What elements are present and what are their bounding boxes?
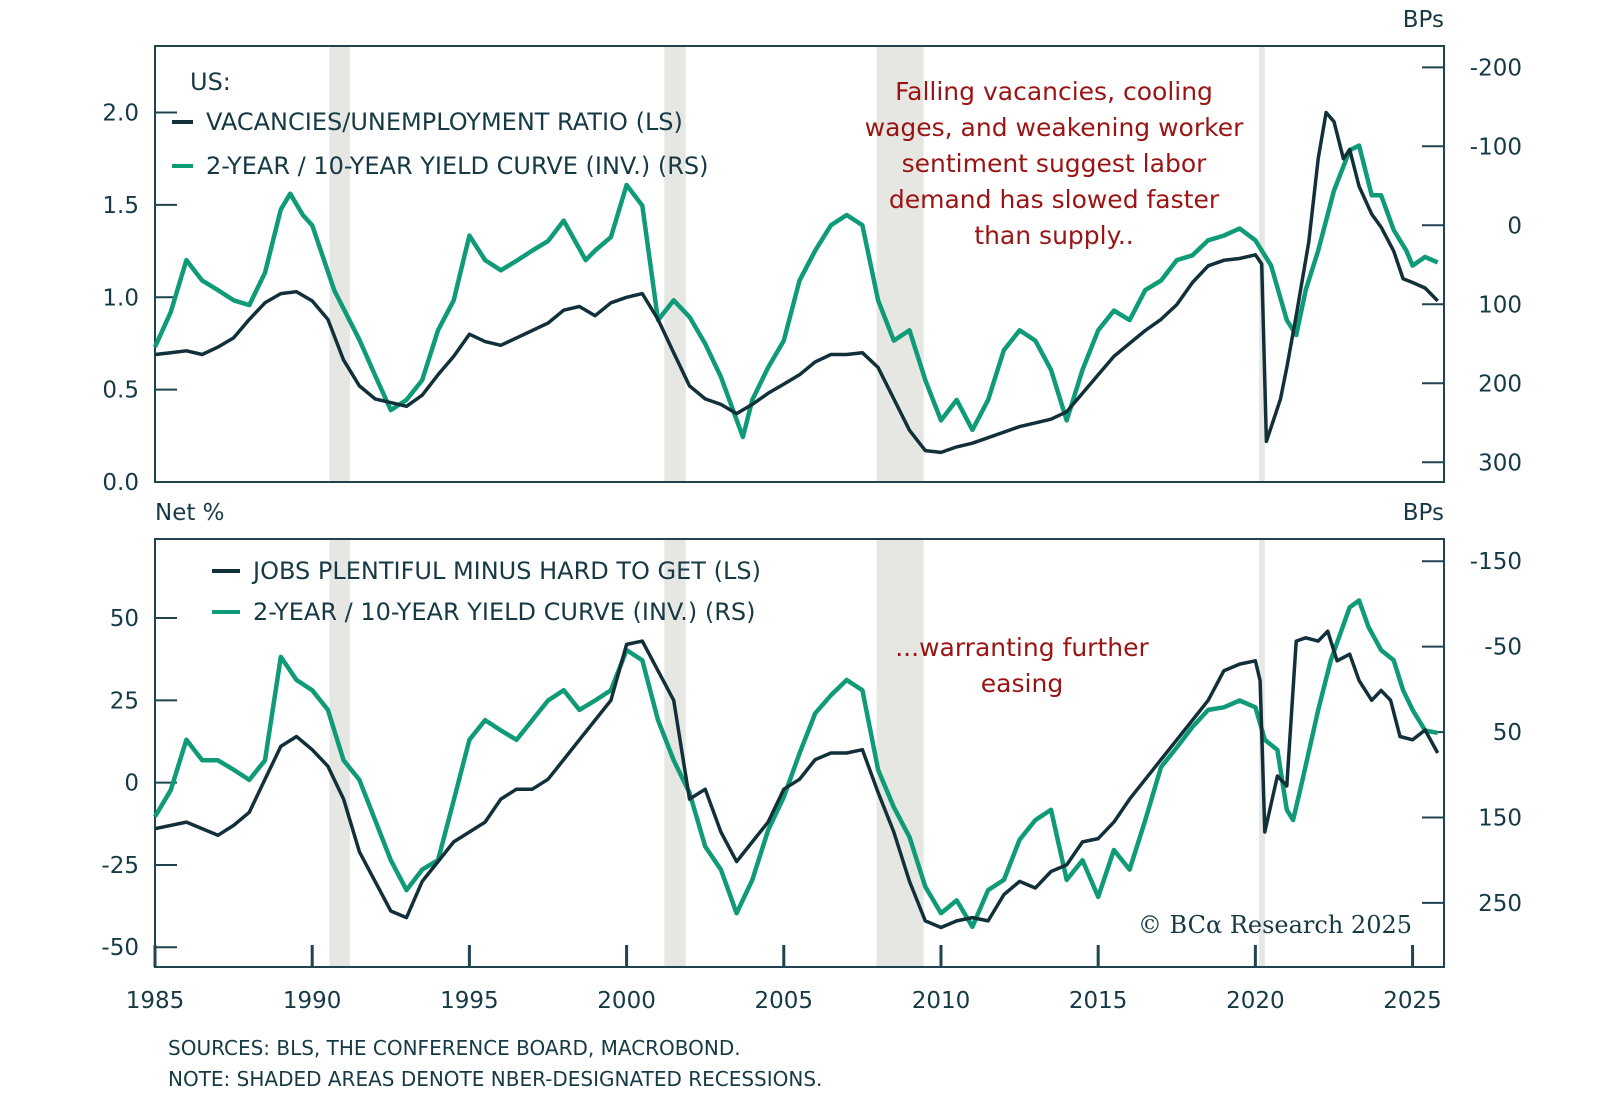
left-tick-label: 25 xyxy=(110,688,139,714)
left-tick-label: 50 xyxy=(110,606,139,632)
x-tick-label: 2025 xyxy=(1383,988,1442,1014)
bottom-panel-frame xyxy=(154,538,1445,968)
x-tick-label: 1985 xyxy=(126,988,185,1014)
right-tick-label: 200 xyxy=(1478,371,1522,397)
series-line-left xyxy=(154,629,1440,930)
top-panel-frame xyxy=(154,45,1445,483)
bottom-series xyxy=(153,598,1440,930)
left-tick-label: 1.0 xyxy=(102,285,139,311)
annotation-line: than supply.. xyxy=(974,221,1133,250)
left-tick-label: 0.5 xyxy=(102,378,139,404)
annotation-line: ...warranting further xyxy=(895,633,1149,662)
left-tick-label: -25 xyxy=(101,853,139,879)
top-panel: BPs 0.0 0.5 1.0 1.5 2.0 -200 -100 0 100 200 300 U… xyxy=(102,7,1522,496)
top-annotation: Falling vacancies, cooling wages, and we… xyxy=(865,77,1244,250)
legend-label-vu-ratio: VACANCIES/UNEMPLOYMENT RATIO (LS) xyxy=(206,108,683,136)
right-tick-label: 150 xyxy=(1478,805,1522,831)
x-tick-label: 2000 xyxy=(597,988,656,1014)
bottom-right-unit-label: BPs xyxy=(1403,500,1444,526)
right-tick-label: 250 xyxy=(1478,891,1522,917)
annotation-line: wages, and weakening worker xyxy=(865,113,1244,142)
right-tick-label: 300 xyxy=(1478,450,1522,476)
right-tick-label: -50 xyxy=(1484,635,1522,661)
right-tick-label: 0 xyxy=(1507,213,1522,239)
legend-label-jobs-plentiful: JOBS PLENTIFUL MINUS HARD TO GET (LS) xyxy=(251,557,761,585)
right-tick-label: 50 xyxy=(1493,720,1522,746)
right-tick-label: -150 xyxy=(1470,549,1522,575)
right-tick-label: -100 xyxy=(1470,134,1522,160)
annotation-line: easing xyxy=(981,669,1063,698)
x-tick-label: 1990 xyxy=(283,988,342,1014)
footer-note: NOTE: SHADED AREAS DENOTE NBER-DESIGNATE… xyxy=(168,1067,822,1091)
top-left-axis: 0.0 0.5 1.0 1.5 2.0 xyxy=(102,101,177,496)
bottom-annotation: ...warranting further easing xyxy=(895,633,1149,698)
bottom-left-unit-label: Net % xyxy=(155,500,225,526)
top-series xyxy=(152,110,1439,455)
bottom-panel: Net % BPs -50 -25 0 25 50 -150 -50 50 150 250 19… xyxy=(101,500,1522,1014)
x-tick-label: 2020 xyxy=(1226,988,1285,1014)
left-tick-label: 0.0 xyxy=(102,470,139,496)
bottom-left-axis: -50 -25 0 25 50 xyxy=(101,606,177,961)
left-tick-label: 1.5 xyxy=(102,193,139,219)
series-line-yield-curve xyxy=(152,143,1439,440)
x-tick-label: 2010 xyxy=(912,988,971,1014)
left-tick-label: -50 xyxy=(101,935,139,961)
right-tick-label: -200 xyxy=(1470,55,1522,81)
x-tick-label: 2015 xyxy=(1069,988,1128,1014)
series-line-left xyxy=(154,110,1439,455)
right-tick-label: 100 xyxy=(1478,292,1522,318)
x-axis: 1985 1990 1995 2000 2005 2010 2015 2020 2025 xyxy=(126,945,1442,1014)
annotation-line: sentiment suggest labor xyxy=(902,149,1208,178)
series-line-yield-curve xyxy=(153,598,1439,930)
left-tick-label: 2.0 xyxy=(102,101,139,127)
recession-band xyxy=(329,47,350,481)
footer-sources: SOURCES: BLS, THE CONFERENCE BOARD, MACR… xyxy=(168,1036,741,1060)
top-right-axis: -200 -100 0 100 200 300 xyxy=(1422,55,1522,476)
top-panel-title: US: xyxy=(190,68,231,96)
annotation-line: Falling vacancies, cooling xyxy=(895,77,1213,106)
recession-band xyxy=(664,47,686,481)
annotation-line: demand has slowed faster xyxy=(889,185,1220,214)
top-right-unit-label: BPs xyxy=(1403,7,1444,33)
left-tick-label: 0 xyxy=(124,771,139,797)
copyright-credit: © BCα Research 2025 xyxy=(1138,911,1412,939)
legend-label-yield-curve-bottom: 2-YEAR / 10-YEAR YIELD CURVE (INV.) (RS) xyxy=(253,598,756,626)
recession-band xyxy=(664,540,686,966)
bottom-right-axis: -150 -50 50 150 250 xyxy=(1422,549,1522,917)
x-tick-label: 2005 xyxy=(755,988,814,1014)
legend-label-yield-curve: 2-YEAR / 10-YEAR YIELD CURVE (INV.) (RS) xyxy=(206,152,709,180)
x-tick-label: 1995 xyxy=(440,988,499,1014)
